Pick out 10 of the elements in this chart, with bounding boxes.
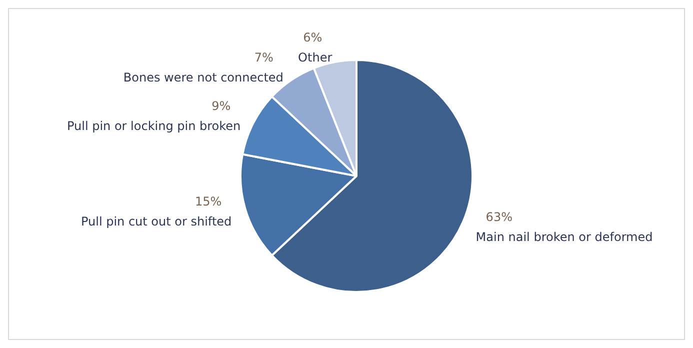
data-label: 63% — [486, 210, 512, 224]
data-label: 9% — [212, 99, 231, 114]
slice-label: Pull pin or locking pin broken — [66, 119, 241, 134]
data-label: 7% — [254, 50, 274, 65]
slice-label: Main nail broken or deformed — [476, 230, 653, 244]
slice-label: Pull pin cut out or shifted — [80, 214, 232, 228]
data-label: 6% — [303, 30, 322, 44]
slice-label: Other — [298, 50, 332, 64]
data-label: 15% — [194, 194, 222, 208]
slice-label: Bones were not connected — [123, 70, 284, 85]
